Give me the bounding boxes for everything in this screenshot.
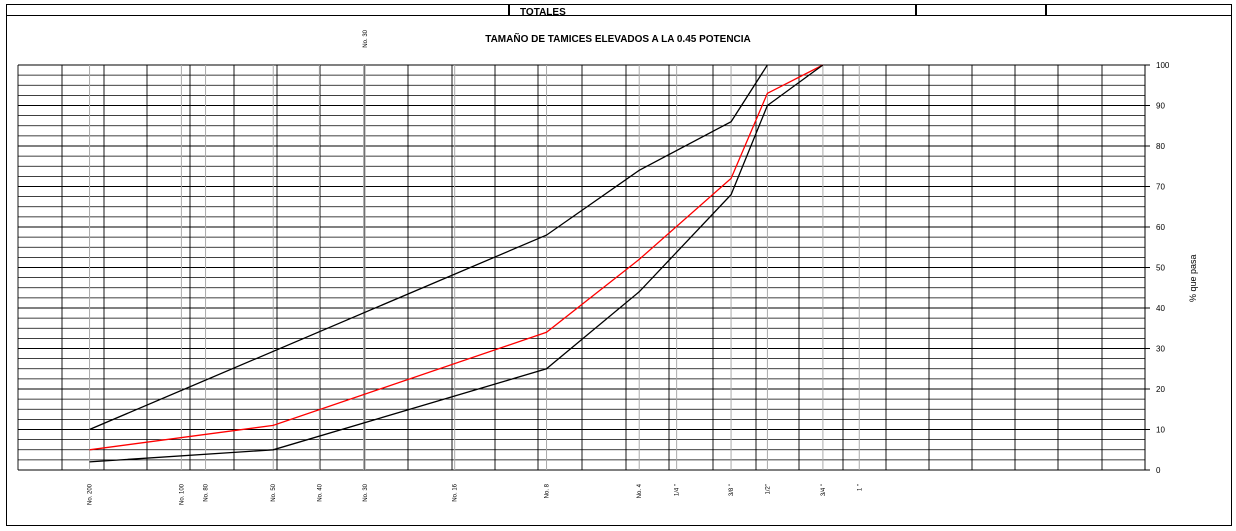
y-tick-label: 30 — [1156, 345, 1165, 354]
header-title: TOTALES — [520, 7, 566, 18]
series-line — [89, 64, 824, 463]
x-tick-label: No. 16 — [453, 483, 459, 501]
y-tick-label: 40 — [1156, 304, 1165, 313]
y-axis-label: % que pasa — [1188, 254, 1198, 302]
header-divider — [1045, 4, 1047, 16]
header-divider — [915, 4, 917, 16]
series-line — [89, 64, 824, 451]
x-tick-label: No. 100 — [179, 483, 185, 505]
y-tick-label: 70 — [1156, 183, 1165, 192]
x-tick-label: 3/4 " — [821, 484, 827, 496]
x-tick-label: 1/4 " — [675, 484, 681, 496]
y-tick-label: 90 — [1156, 102, 1165, 111]
x-tick-label: No. 80 — [204, 483, 210, 501]
x-tick-label: 3/8 " — [729, 484, 735, 496]
x-tick-label: No. 50 — [271, 483, 277, 501]
y-tick-label: 60 — [1156, 223, 1165, 232]
y-tick-label: 10 — [1156, 426, 1165, 435]
x-tick-label: No. 8 — [545, 483, 551, 498]
x-tick-label: No. 30 — [363, 483, 369, 501]
header-bar: TOTALES — [6, 4, 1232, 18]
series-line — [89, 64, 768, 431]
top-sieve-label: No. 30 — [363, 29, 369, 47]
x-tick-label: No. 40 — [317, 483, 323, 501]
y-tick-label: 50 — [1156, 264, 1165, 273]
x-tick-label: 1 " — [857, 484, 863, 491]
x-tick-label: No. 4 — [637, 483, 643, 498]
x-tick-label: No. 200 — [88, 483, 94, 505]
y-tick-label: 100 — [1156, 61, 1170, 70]
y-tick-label: 80 — [1156, 142, 1165, 151]
x-tick-label: 1/2" — [765, 484, 771, 494]
chart-title: TAMAÑO DE TAMICES ELEVADOS A LA 0.45 POT… — [485, 34, 751, 45]
header-divider — [508, 4, 510, 16]
y-tick-label: 0 — [1156, 466, 1161, 475]
chart-frame — [6, 4, 1232, 526]
y-tick-label: 20 — [1156, 385, 1165, 394]
